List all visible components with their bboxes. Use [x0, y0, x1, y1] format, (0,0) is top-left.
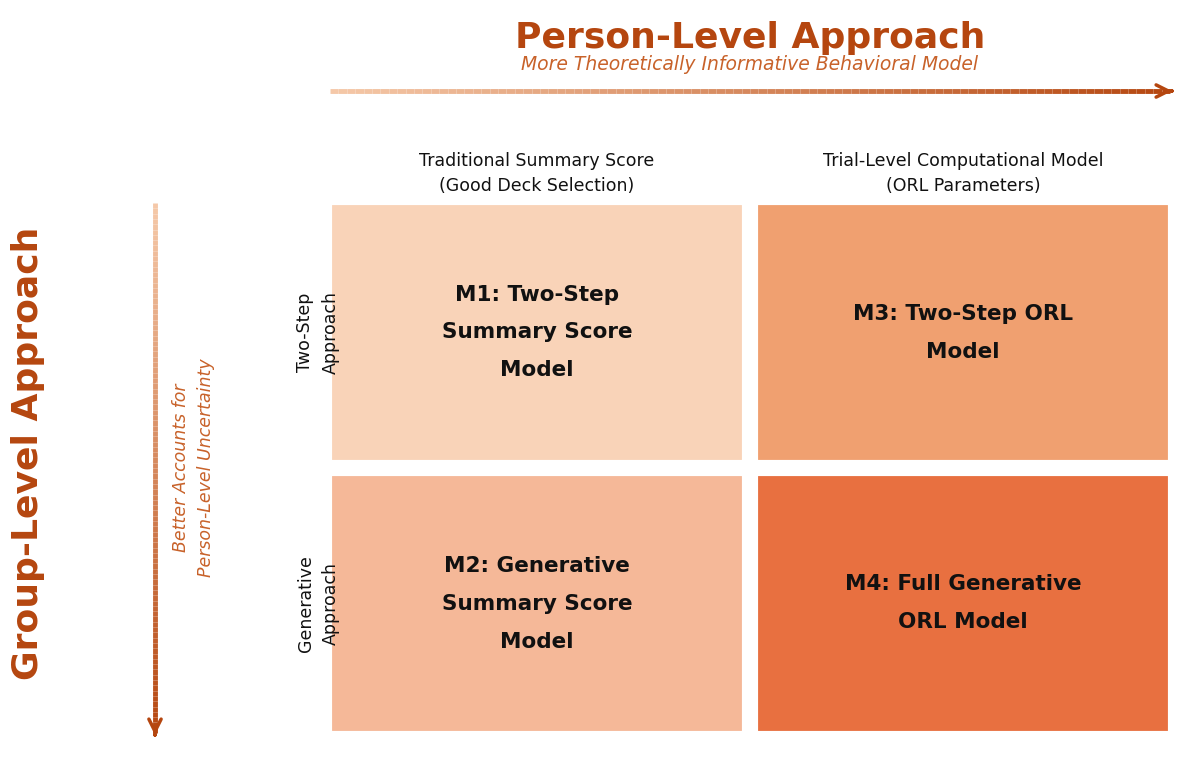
Bar [756, 474, 1170, 733]
Text: M1: Two-Step: M1: Two-Step [455, 285, 619, 304]
Text: M2: Generative: M2: Generative [444, 555, 630, 575]
Bar [330, 203, 744, 462]
Text: M3: Two-Step ORL: M3: Two-Step ORL [853, 304, 1073, 324]
Text: Person-Level Approach: Person-Level Approach [515, 21, 985, 55]
Text: ORL Model: ORL Model [898, 613, 1028, 633]
Text: Trial-Level Computational Model
(ORL Parameters): Trial-Level Computational Model (ORL Par… [823, 152, 1103, 195]
Text: Summary Score: Summary Score [442, 594, 632, 613]
Text: More Theoretically Informative Behavioral Model: More Theoretically Informative Behaviora… [522, 55, 978, 74]
Bar [756, 203, 1170, 462]
Text: M4: Full Generative: M4: Full Generative [845, 575, 1081, 594]
Text: Model: Model [926, 342, 1000, 362]
Bar [330, 474, 744, 733]
Text: Summary Score: Summary Score [442, 323, 632, 343]
Text: Better Accounts for
Person-Level Uncertainty: Better Accounts for Person-Level Uncerta… [172, 359, 215, 578]
Text: Generative
Approach: Generative Approach [296, 555, 340, 652]
Text: Model: Model [500, 360, 574, 381]
Text: Two-Step
Approach: Two-Step Approach [296, 291, 340, 374]
Text: Group-Level Approach: Group-Level Approach [11, 227, 46, 680]
Text: Model: Model [500, 632, 574, 652]
Text: Traditional Summary Score
(Good Deck Selection): Traditional Summary Score (Good Deck Sel… [419, 152, 655, 195]
